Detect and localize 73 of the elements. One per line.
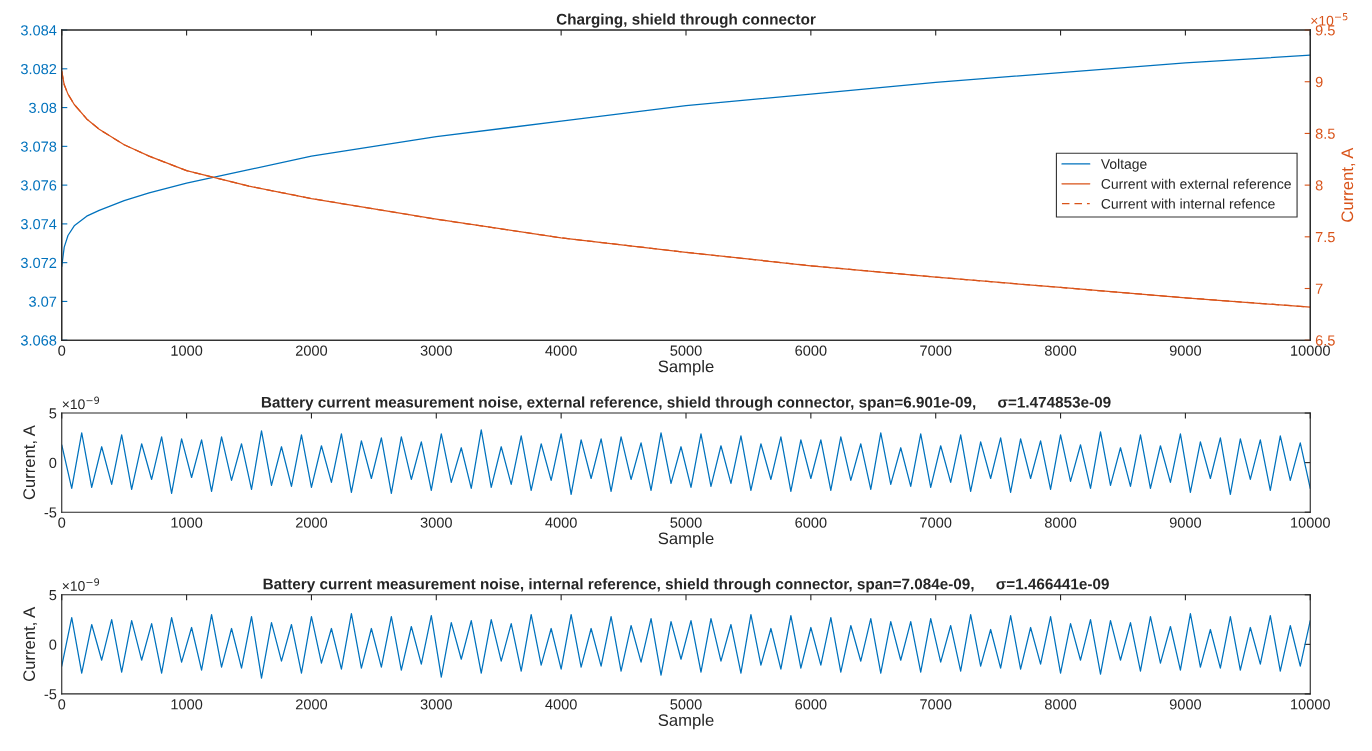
y-tick-label: 3.082 — [20, 63, 57, 75]
x-axis-title: Sample — [658, 360, 714, 376]
x-tick-label: 5000 — [670, 699, 702, 710]
y-tick-label: -5 — [44, 689, 57, 700]
x-tick-label: 3000 — [420, 345, 452, 356]
y-tick-label: 3.068 — [20, 335, 57, 346]
x-tick-label: 1000 — [171, 345, 203, 356]
x-tick-label: 1000 — [171, 699, 203, 710]
x-tick-label: 6000 — [795, 699, 827, 710]
y2-tick-label: 7.5 — [1315, 232, 1335, 243]
x-tick-label: 4000 — [545, 345, 577, 356]
legend-label: Current with internal refence — [1101, 198, 1275, 209]
line-series — [61, 613, 1311, 679]
x-tick-label: 0 — [58, 345, 66, 356]
x-tick-label: 6000 — [795, 345, 827, 356]
x-tick-label: 9000 — [1169, 345, 1202, 356]
y2-tick-label: 8.5 — [1315, 128, 1335, 139]
x-tick-label: 7000 — [920, 699, 952, 710]
x-tick-label: 3000 — [420, 699, 452, 710]
y-tick-label: 3.07 — [29, 296, 57, 307]
x-tick-label: 5000 — [670, 517, 702, 528]
y-tick-label: 3.084 — [20, 25, 57, 36]
x-axis-title: Sample — [658, 713, 714, 730]
x-tick-label: 0 — [58, 699, 66, 710]
chart-title: Battery current measurement noise, internal reference, shield through connector, span=7.084e-09, σ=1.466441e-09 — [263, 578, 1109, 593]
text: ×10$^{−5}$ — [1311, 13, 1348, 26]
x-tick-label: 10000 — [1291, 517, 1330, 528]
y-axis-title: Current, A — [23, 606, 38, 682]
y2-tick-label: 6.5 — [1315, 335, 1335, 346]
y-tick-label: 3.078 — [20, 141, 57, 152]
x-tick-label: 8000 — [1044, 345, 1077, 356]
x-tick-label: 6000 — [795, 517, 827, 528]
x-tick-label: 5000 — [670, 345, 702, 356]
line-series — [61, 54, 1311, 268]
y2-tick-label: 7 — [1315, 283, 1323, 294]
x-tick-label: 4000 — [545, 699, 577, 710]
y-tick-label: 3.074 — [20, 218, 57, 230]
y-tick-label: -5 — [44, 507, 57, 518]
x-tick-label: 7000 — [920, 345, 952, 356]
line-series — [61, 429, 1311, 495]
y-tick-label: 3.076 — [20, 180, 57, 191]
x-tick-label: 9000 — [1169, 699, 1202, 710]
y-tick-label: 5 — [49, 590, 57, 601]
x-tick-label: 4000 — [545, 517, 577, 528]
x-tick-label: 8000 — [1044, 517, 1077, 528]
x-tick-label: 2000 — [295, 699, 328, 710]
text: ×10$^{−9}$ — [62, 578, 100, 591]
legend-label: Current with external reference — [1101, 178, 1291, 189]
y-tick-label: 0 — [49, 457, 57, 469]
chart-title: Battery current measurement noise, external reference, shield through connector, span=6.901e-09, σ=1.474853e-09 — [261, 396, 1111, 411]
x-tick-label: 2000 — [295, 345, 328, 356]
x-axis-title: Sample — [658, 532, 714, 548]
y2-tick-label: 8 — [1315, 180, 1323, 191]
x-tick-label: 0 — [58, 517, 66, 528]
y2-tick-label: 9 — [1315, 76, 1323, 88]
x-tick-label: 2000 — [295, 517, 328, 528]
text: ×10$^{−9}$ — [62, 396, 100, 410]
x-tick-label: 10000 — [1291, 345, 1330, 356]
x-tick-label: 9000 — [1169, 517, 1202, 528]
x-tick-label: 1000 — [171, 517, 203, 528]
x-tick-label: 7000 — [920, 517, 952, 528]
x-tick-label: 8000 — [1044, 699, 1077, 710]
y2-tick-label: 9.5 — [1315, 25, 1335, 36]
legend-label: Voltage — [1100, 158, 1147, 172]
x-tick-label: 3000 — [420, 517, 452, 528]
y-tick-label: 5 — [49, 408, 57, 419]
y-axis-title: Current, A — [23, 425, 38, 500]
y2-axis-title: Current, A — [1341, 147, 1356, 222]
y-tick-label: 0 — [49, 639, 57, 650]
y-tick-label: 3.08 — [29, 102, 57, 114]
x-tick-label: 10000 — [1291, 699, 1330, 710]
y-tick-label: 3.072 — [20, 257, 57, 269]
chart-title: Charging, shield through connector — [556, 13, 816, 28]
